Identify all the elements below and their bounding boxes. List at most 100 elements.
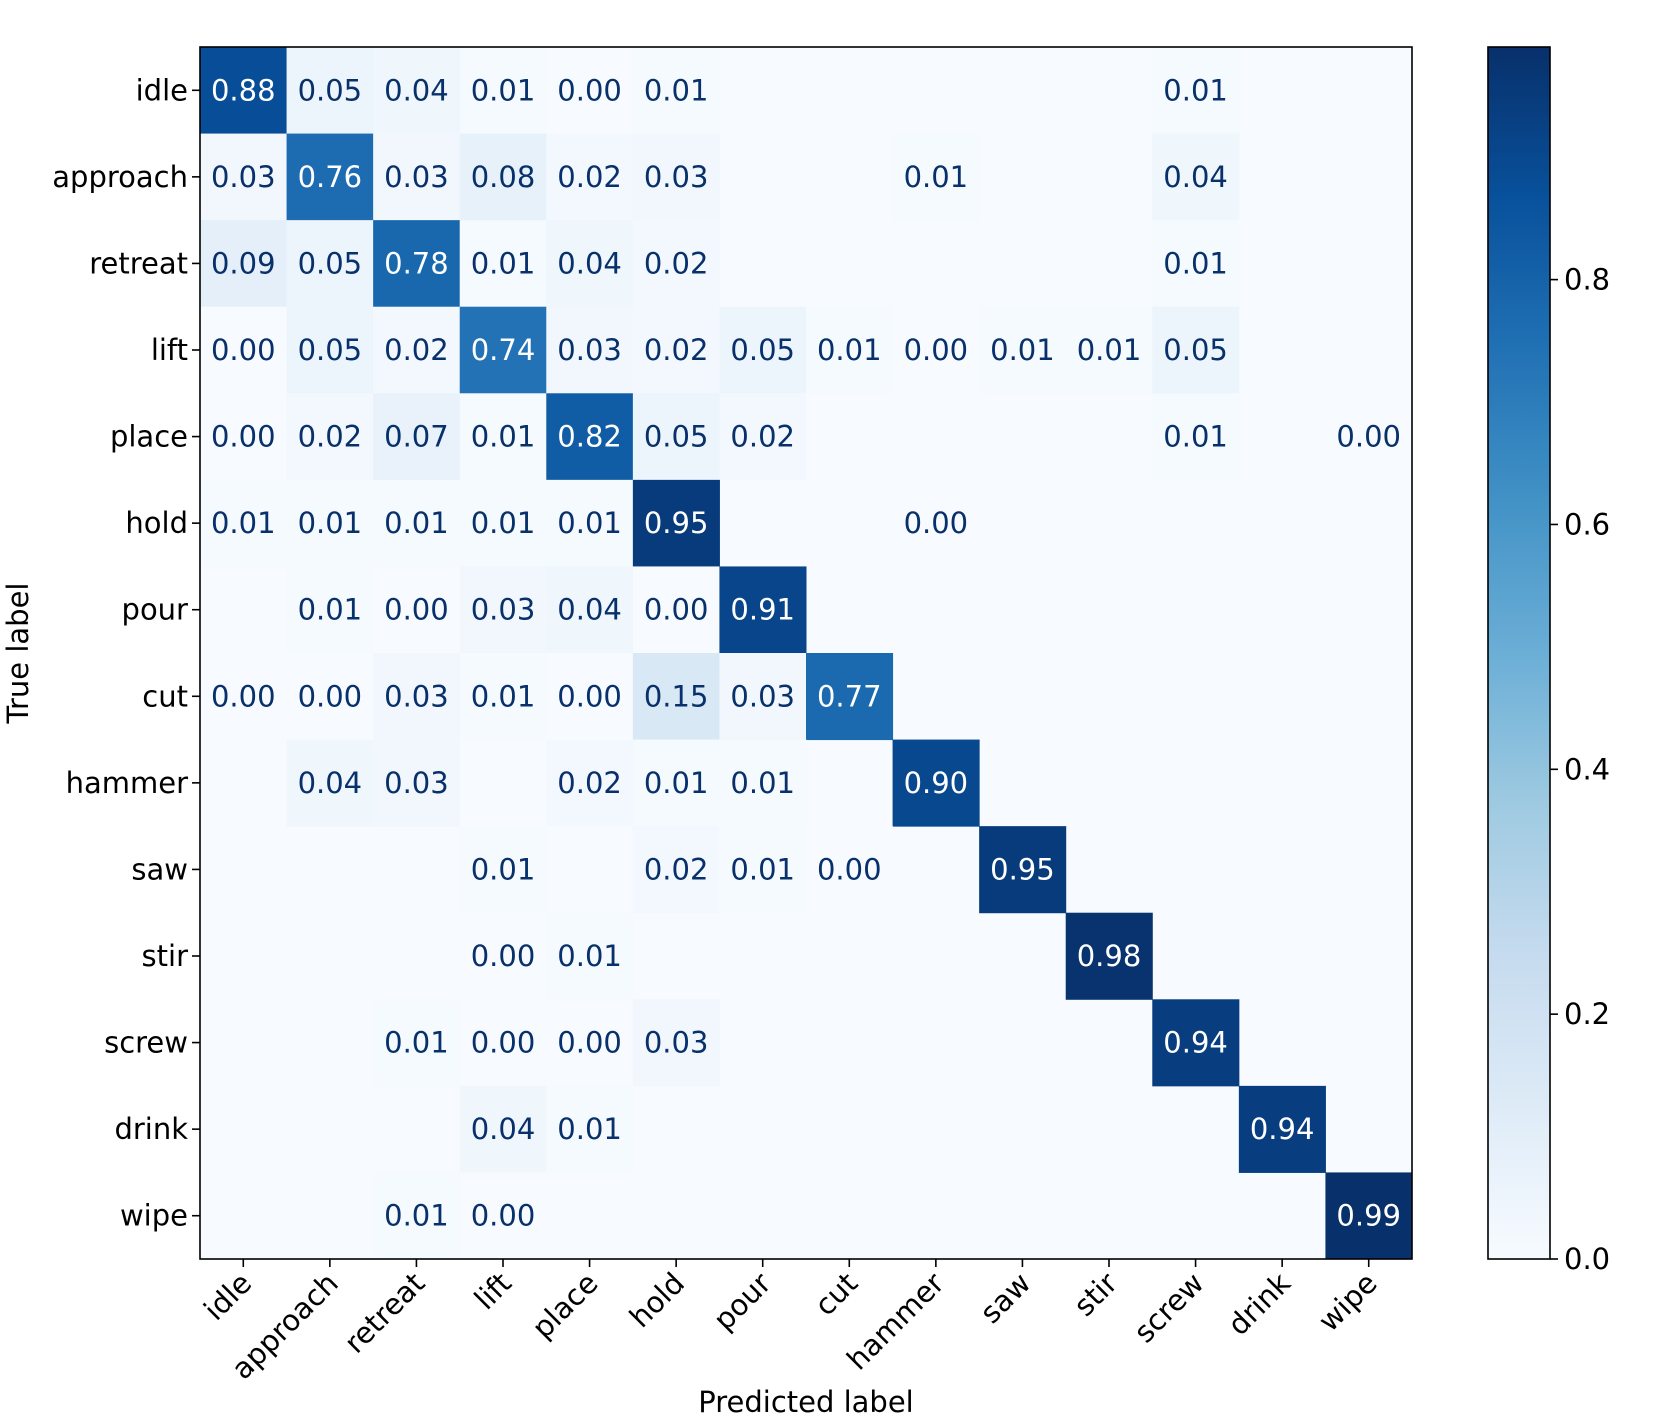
y-tick-label: drink: [114, 1112, 188, 1146]
cell-value-label: 0.00: [644, 593, 709, 627]
cell-value-label: 0.00: [557, 679, 622, 713]
cell-value-label: 0.78: [384, 246, 449, 280]
heatmap-cell: [632, 999, 720, 1087]
cell-value-label: 0.01: [471, 73, 536, 107]
heatmap-cell: [1325, 1172, 1413, 1260]
cell-value-label: 0.01: [1163, 73, 1228, 107]
cell-value-label: 0.05: [298, 246, 363, 280]
cell-value-label: 0.01: [384, 1026, 449, 1060]
cell-value-label: 0.00: [471, 939, 536, 973]
cell-value-label: 0.01: [557, 1112, 622, 1146]
x-tick-label: idle: [197, 1266, 258, 1327]
heatmap-cell: [892, 479, 980, 567]
y-tick-label: idle: [136, 73, 188, 107]
cell-value-label: 0.94: [1163, 1026, 1228, 1060]
heatmap-cell: [719, 653, 807, 741]
x-tick-label: hammer: [840, 1266, 951, 1377]
cell-value-label: 0.02: [644, 246, 709, 280]
heatmap-cell: [546, 912, 634, 1000]
heatmap-cell: [632, 653, 720, 741]
cell-value-label: 0.04: [557, 246, 622, 280]
x-tick-label: screw: [1127, 1266, 1210, 1349]
cell-value-label: 0.01: [384, 1199, 449, 1233]
x-tick-label: pour: [707, 1266, 778, 1337]
cell-value-label: 0.01: [730, 766, 795, 800]
heatmap-cell: [200, 220, 288, 308]
heatmap-cell: [200, 47, 288, 135]
cell-value-label: 0.00: [817, 852, 882, 886]
heatmap-cell: [546, 306, 634, 394]
cell-value-label: 0.00: [557, 73, 622, 107]
cell-value-label: 0.09: [211, 246, 276, 280]
x-tick-label: cut: [808, 1266, 864, 1322]
cell-value-label: 0.02: [557, 766, 622, 800]
cell-value-label: 0.00: [471, 1199, 536, 1233]
cell-value-label: 0.00: [211, 333, 276, 367]
heatmap-cell: [979, 306, 1067, 394]
colorbar-tick-label: 0.4: [1564, 752, 1610, 786]
cell-value-label: 0.01: [1163, 420, 1228, 454]
cell-value-label: 0.05: [644, 420, 709, 454]
heatmap-cell: [719, 306, 807, 394]
heatmap-cell: [286, 47, 374, 135]
cell-value-label: 0.05: [298, 73, 363, 107]
heatmap-cell: [632, 306, 720, 394]
cell-value-label: 0.01: [730, 852, 795, 886]
cell-value-label: 0.03: [384, 766, 449, 800]
cell-value-label: 0.04: [298, 766, 363, 800]
heatmap-cell: [546, 133, 634, 221]
heatmap-cell: [546, 653, 634, 741]
heatmap-cell: [632, 220, 720, 308]
y-tick-label: pour: [122, 593, 189, 627]
x-tick-label: place: [525, 1266, 604, 1345]
heatmap-cell: [546, 479, 634, 567]
y-tick-label: approach: [52, 160, 188, 194]
colorbar-tick-label: 0.8: [1564, 263, 1610, 297]
heatmap-cell: [632, 566, 720, 654]
heatmap-cell: [459, 306, 547, 394]
cell-value-label: 0.04: [471, 1112, 536, 1146]
cell-value-label: 0.03: [730, 679, 795, 713]
cell-value-label: 0.00: [557, 1026, 622, 1060]
heatmap-cell: [806, 653, 894, 741]
y-axis-ticks: idle approach retreat lift place hold pour cut h…: [52, 73, 200, 1233]
y-tick-label: hammer: [66, 766, 188, 800]
heatmap-cell: [373, 653, 461, 741]
cell-value-label: 0.02: [644, 333, 709, 367]
heatmap-cell: [459, 566, 547, 654]
y-tick-label: stir: [142, 939, 189, 973]
heatmap-cell: [286, 739, 374, 827]
heatmap-cell: [892, 133, 980, 221]
cell-value-label: 0.00: [1336, 420, 1401, 454]
cell-value-label: 0.88: [211, 73, 276, 107]
x-tick-label: retreat: [337, 1266, 431, 1360]
heatmap-cell: [286, 653, 374, 741]
heatmap-cell: [286, 393, 374, 481]
heatmap-cell: [373, 306, 461, 394]
heatmap-cell: [979, 826, 1067, 914]
heatmap-cell: [459, 479, 547, 567]
cell-value-label: 0.03: [557, 333, 622, 367]
y-tick-label: cut: [142, 679, 188, 713]
cell-value-label: 0.01: [471, 679, 536, 713]
cell-value-label: 0.90: [904, 766, 969, 800]
y-axis-label: True label: [1, 583, 35, 725]
y-tick-label: lift: [151, 333, 188, 367]
heatmap-cell: [719, 826, 807, 914]
cell-value-label: 0.07: [384, 420, 449, 454]
cell-value-label: 0.77: [817, 679, 882, 713]
heatmap-cell: [719, 393, 807, 481]
y-tick-label: hold: [125, 506, 188, 540]
heatmap-cell: [459, 1085, 547, 1173]
heatmap-cell: [373, 1172, 461, 1260]
cell-value-label: 0.02: [730, 420, 795, 454]
heatmap-cell: [373, 220, 461, 308]
heatmap-cell: [286, 133, 374, 221]
cell-value-label: 0.76: [298, 160, 363, 194]
cell-value-label: 0.02: [384, 333, 449, 367]
cell-value-label: 0.01: [471, 506, 536, 540]
heatmap-cell: [1152, 220, 1240, 308]
heatmap-cell: [1152, 133, 1240, 221]
heatmap-cell: [200, 653, 288, 741]
